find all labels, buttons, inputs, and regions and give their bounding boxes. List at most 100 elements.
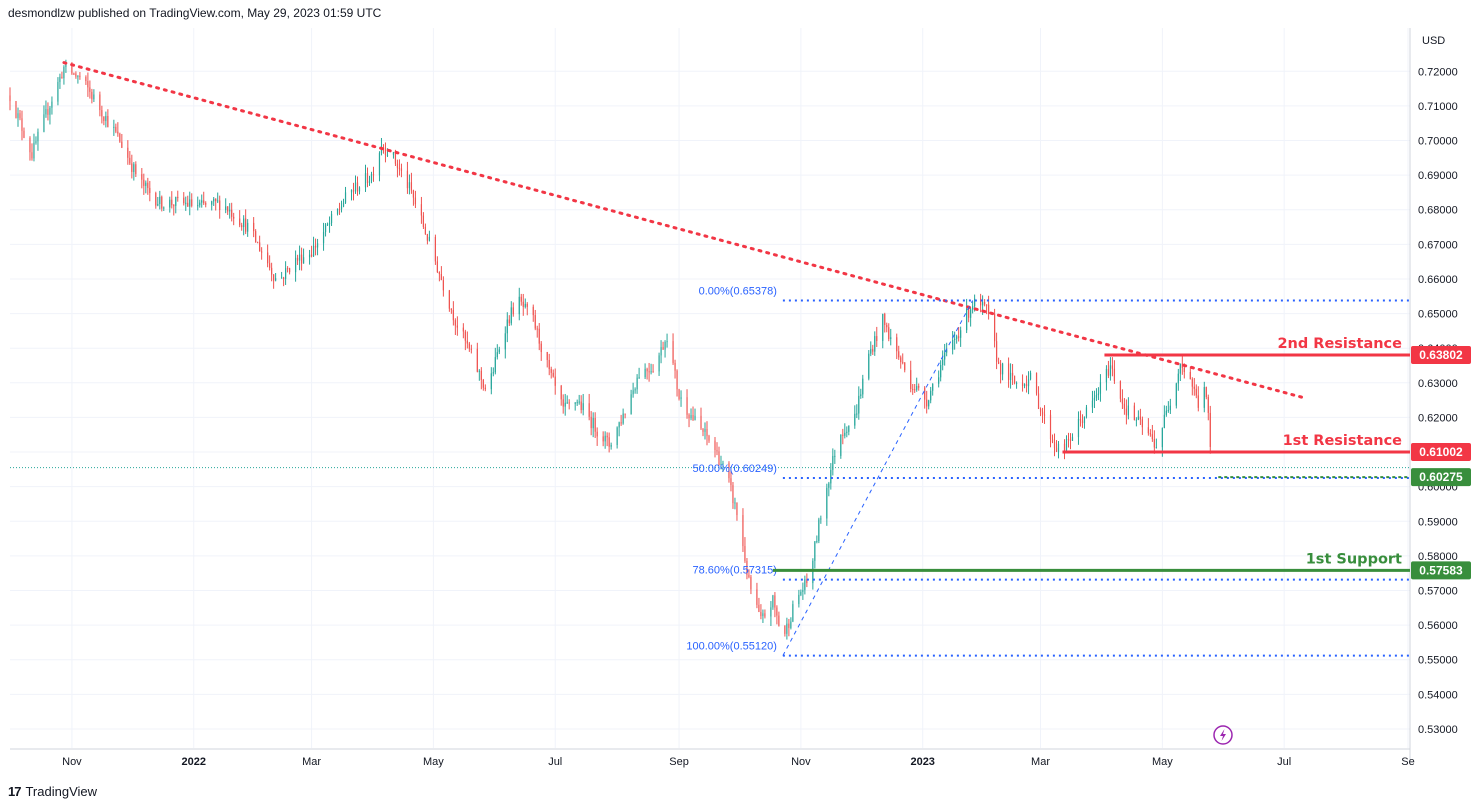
candle-body <box>1147 427 1149 434</box>
candle-body <box>534 315 536 329</box>
candle-body <box>826 487 828 519</box>
candle-body <box>900 357 902 363</box>
lightning-icon[interactable] <box>1213 725 1233 745</box>
candle-body <box>1165 410 1167 415</box>
candle-body <box>538 328 540 344</box>
candle-body <box>526 303 528 307</box>
time-axis-tick: Sep <box>669 756 689 768</box>
candle-body <box>378 153 381 176</box>
candle-body <box>518 296 520 315</box>
candle-body <box>714 440 716 451</box>
candle-body <box>762 613 764 617</box>
candle-body <box>540 343 542 353</box>
price-axis-tick: 0.56000 <box>1418 620 1458 632</box>
candle-body <box>478 370 480 372</box>
candle-body <box>159 196 161 205</box>
candle-body <box>145 182 147 186</box>
candle-body <box>800 591 802 595</box>
candle-body <box>618 422 620 428</box>
candle-body <box>932 383 934 391</box>
candle-body <box>1029 372 1032 380</box>
candle-body <box>185 202 187 204</box>
candle-body <box>999 363 1002 375</box>
candle-body <box>748 574 750 578</box>
candle-body <box>17 113 19 118</box>
candle-body <box>616 427 618 445</box>
candle-body <box>1011 372 1014 376</box>
candle-body <box>47 109 49 115</box>
candle-body <box>522 301 524 307</box>
tradingview-footer[interactable]: 17 TradingView <box>8 784 97 799</box>
candle-body <box>606 435 608 438</box>
price-badge <box>1411 561 1471 580</box>
candle-body <box>980 298 982 306</box>
candle-body <box>35 141 37 143</box>
candle-body <box>1069 439 1072 441</box>
candle-body <box>986 304 988 306</box>
candle-body <box>287 268 289 270</box>
candle-body <box>1037 393 1040 410</box>
candle-body <box>938 377 940 384</box>
candle-body <box>578 401 580 403</box>
candle-body <box>706 429 708 437</box>
candle-body <box>380 147 383 154</box>
candle-body <box>532 306 534 316</box>
candle-body <box>1127 405 1130 416</box>
candle-body <box>846 431 848 433</box>
time-axis-tick: Mar <box>302 756 321 768</box>
downtrend-line <box>62 61 1308 400</box>
candle-body <box>993 313 996 342</box>
price-badge <box>1411 468 1471 487</box>
candle-body <box>942 359 944 366</box>
candle-body <box>267 252 269 264</box>
candle-body <box>940 365 942 378</box>
candle-body <box>1123 403 1126 409</box>
candle-body <box>792 604 794 622</box>
candle-body <box>322 231 325 244</box>
candle-body <box>650 371 652 373</box>
candle-body <box>1191 379 1193 387</box>
candle-body <box>580 401 582 411</box>
candle-body <box>750 577 752 590</box>
candle-body <box>1193 386 1195 389</box>
candle-body <box>1107 368 1110 376</box>
candle-body <box>492 372 494 374</box>
price-badge <box>1411 442 1471 461</box>
candle-body <box>646 368 648 372</box>
candle-body <box>856 413 858 415</box>
candle-body <box>912 389 914 391</box>
candle-body <box>848 425 850 432</box>
candle-body <box>688 414 690 419</box>
price-axis-tick: 0.63000 <box>1418 378 1458 390</box>
candle-body <box>368 180 371 183</box>
candle-body <box>1139 416 1141 420</box>
candles <box>9 59 1211 640</box>
candle-body <box>918 386 920 388</box>
candle-body <box>456 325 458 328</box>
candle-body <box>842 434 844 436</box>
candle-body <box>728 463 730 479</box>
candle-body <box>1013 375 1016 383</box>
candle-body <box>512 307 514 315</box>
candle-body <box>384 147 387 155</box>
candle-body <box>113 126 115 128</box>
price-badge-label: 0.60275 <box>1419 470 1463 484</box>
candle-body <box>630 394 632 415</box>
candle-body <box>608 437 610 447</box>
candle-body <box>157 204 159 206</box>
candle-body <box>746 560 748 575</box>
price-axis-tick: 0.68000 <box>1418 205 1458 217</box>
candle-body <box>896 337 898 352</box>
candle-body <box>722 463 724 465</box>
candle-body <box>340 206 343 209</box>
candle-body <box>257 242 259 244</box>
candle-body <box>904 362 906 371</box>
candle-body <box>840 434 842 456</box>
time-axis-tick: Mar <box>1031 756 1050 768</box>
candle-body <box>1079 418 1082 421</box>
tradingview-logo-icon: 17 <box>8 784 22 799</box>
candle-body <box>43 114 45 132</box>
candle-body <box>269 263 271 268</box>
price-badge-label: 0.61002 <box>1419 445 1463 459</box>
